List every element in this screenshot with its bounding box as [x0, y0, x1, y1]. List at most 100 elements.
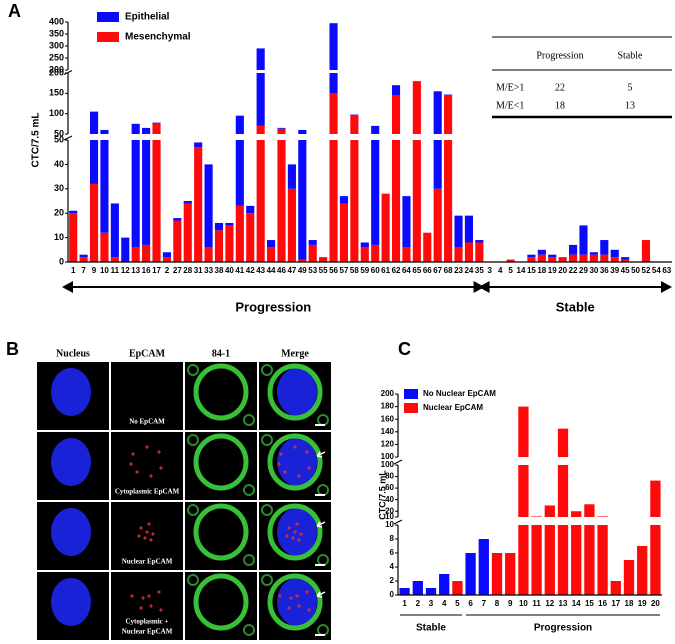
bar-segment [329, 23, 338, 94]
x-tick-label: 18 [625, 599, 634, 608]
nucleus-stain [51, 508, 91, 556]
epcam-signal [139, 526, 143, 530]
membrane-stain [193, 433, 249, 491]
bar-segment [131, 123, 140, 248]
y-tick-label: 10 [385, 512, 394, 521]
bar-segment [298, 129, 307, 260]
pointer-arrow [316, 451, 326, 458]
epcam-signal [139, 606, 143, 610]
y-tick-label: 300 [49, 40, 64, 50]
epcam-signal [285, 534, 289, 538]
epcam-signal [287, 606, 291, 610]
bar-segment [142, 244, 151, 262]
x-tick-label: 38 [215, 266, 224, 275]
panel-label: B [6, 339, 19, 359]
bar-segment [69, 210, 78, 214]
y-tick-label: 60 [385, 483, 394, 492]
bar-segment [194, 147, 203, 262]
y-tick-label: 50 [54, 134, 64, 144]
bar-segment [569, 254, 578, 262]
x-tick-label: 41 [235, 266, 244, 275]
bar-segment [308, 240, 317, 245]
x-tick-label: 40 [225, 266, 234, 275]
bar-segment [371, 125, 380, 245]
bar-segment [433, 91, 442, 189]
x-tick-label: 20 [558, 266, 567, 275]
bar-segment [548, 254, 557, 258]
epcam-signal [131, 452, 135, 456]
epcam-signal [293, 530, 297, 534]
x-tick-label: 35 [475, 266, 484, 275]
x-tick-label: 16 [142, 266, 151, 275]
x-tick-label: 54 [652, 266, 661, 275]
bar-segment [339, 203, 349, 262]
bar-segment [100, 129, 109, 233]
bar [531, 516, 542, 595]
bar-segment [371, 244, 380, 262]
debris [187, 574, 199, 586]
y-tick-label: 10 [385, 520, 394, 529]
x-tick-label: 10 [519, 599, 528, 608]
membrane-stain [267, 363, 323, 421]
x-tick-label: 42 [246, 266, 255, 275]
image-frame [111, 362, 183, 430]
column-header: Nucleus [56, 348, 90, 359]
bar [518, 406, 529, 595]
bar [557, 428, 569, 595]
epcam-signal [295, 594, 299, 598]
axis-break [399, 457, 663, 465]
x-tick-label: 7 [482, 599, 487, 608]
x-tick-label: 5 [455, 599, 460, 608]
bar-segment [267, 247, 276, 262]
epcam-signal [305, 590, 309, 594]
x-tick-label: 59 [360, 266, 369, 275]
x-tick-label: 46 [277, 266, 286, 275]
x-tick-label: 65 [412, 266, 421, 275]
nucleus-stain [51, 368, 91, 416]
arrow-head [478, 281, 490, 293]
x-tick-label: 6 [468, 599, 473, 608]
bar-segment [621, 257, 630, 260]
bar-segment [69, 213, 78, 262]
bar-segment [589, 254, 598, 262]
bar-segment [319, 257, 328, 262]
epcam-signal [297, 474, 301, 478]
epcam-signal [307, 608, 311, 612]
bar-segment [277, 128, 286, 262]
x-tick-label: 67 [433, 266, 442, 275]
image-frame [111, 432, 183, 500]
micrograph [185, 572, 257, 640]
x-tick-label: 68 [444, 266, 453, 275]
x-tick-label: 19 [548, 266, 557, 275]
debris [261, 434, 273, 446]
y-tick-label: 80 [385, 472, 394, 481]
epcam-signal [159, 608, 163, 612]
x-tick-label: 13 [559, 599, 568, 608]
micrograph [185, 502, 257, 570]
bar-segment [339, 196, 349, 204]
x-tick-label: 27 [173, 266, 182, 275]
y-tick-label: 2 [390, 576, 395, 585]
x-tick-label: 8 [495, 599, 500, 608]
debris [261, 574, 273, 586]
micrograph [37, 432, 109, 500]
bar-segment [298, 259, 307, 262]
bar-segment [381, 193, 390, 262]
bar-segment [579, 225, 588, 255]
epcam-signal [159, 466, 163, 470]
epcam-signal [297, 538, 301, 542]
bar-segment [225, 222, 234, 226]
bar-segment [121, 237, 130, 262]
debris [261, 364, 273, 376]
legend-swatch [404, 403, 418, 413]
y-tick-label: 400 [49, 16, 64, 26]
epcam-signal [291, 536, 295, 540]
bar-segment [641, 240, 651, 262]
bar-segment [89, 183, 99, 262]
table-header: Progression [536, 50, 583, 61]
bar-segment [152, 123, 161, 262]
bar [637, 546, 648, 595]
bar-segment [162, 252, 171, 258]
bar [650, 480, 661, 595]
membrane-stain [193, 573, 249, 631]
